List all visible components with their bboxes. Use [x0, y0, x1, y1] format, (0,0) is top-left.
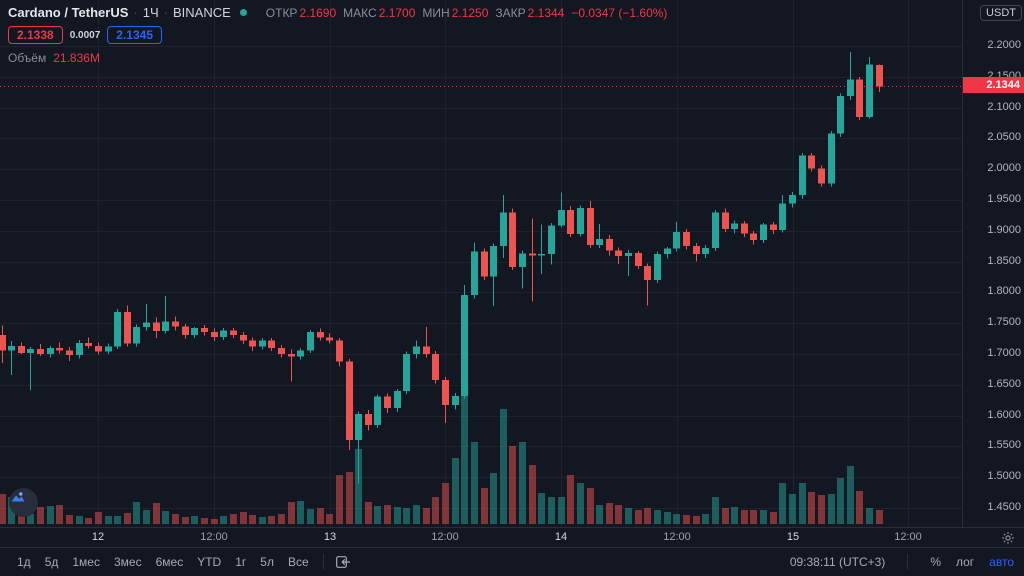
open-value: 2.1690 [299, 5, 337, 20]
grid [0, 0, 962, 527]
range-button-3мес[interactable]: 3мес [113, 555, 142, 569]
price-chart-canvas[interactable] [0, 0, 962, 527]
price-tick: 1.7000 [987, 347, 1021, 359]
range-button-1д[interactable]: 1д [17, 555, 31, 569]
open-label: ОТКР [265, 5, 298, 20]
close-label: ЗАКР [495, 5, 526, 20]
range-button-5л[interactable]: 5л [260, 555, 274, 569]
range-button-1г[interactable]: 1г [235, 555, 247, 569]
price-tick: 2.1000 [987, 100, 1021, 113]
volume-value: 21.836M [53, 51, 100, 65]
time-tick: 12:00 [200, 531, 228, 543]
tradingview-logo[interactable] [9, 488, 38, 517]
price-tick: 2.2000 [987, 39, 1021, 51]
go-to-date-icon[interactable] [331, 554, 355, 570]
range-button-1мес[interactable]: 1мес [72, 555, 100, 569]
log-scale-button[interactable]: лог [955, 555, 975, 569]
last-price-label: 2.1344 [963, 77, 1024, 94]
time-tick: 15 [786, 531, 800, 543]
volume-label: Объём [8, 51, 47, 65]
ohlc-readout: ОТКР 2.1690 МАКС 2.1700 МИН 2.1250 ЗАКР … [259, 6, 668, 20]
range-button-ytd[interactable]: YTD [197, 555, 222, 569]
change-value: −0.0347 (−1.60%) [571, 5, 668, 20]
exchange-label[interactable]: BINANCE [172, 5, 231, 20]
time-tick: 12:00 [894, 531, 922, 543]
price-tick: 1.9000 [987, 223, 1021, 236]
price-tick: 1.5000 [987, 470, 1021, 483]
close-value: 2.1344 [527, 5, 565, 20]
high-value: 2.1700 [378, 5, 416, 20]
time-axis[interactable]: 12 12:00 13 12:00 14 12:00 15 12:00 [0, 527, 1024, 548]
toolbar-divider [907, 554, 909, 570]
clock[interactable]: 09:38:11 (UTC+3) [789, 555, 886, 569]
time-tick: 12:00 [431, 531, 459, 543]
price-tick: 2.0500 [987, 131, 1021, 144]
chart-pane[interactable]: Cardano / TetherUS · 1Ч · BINANCE ОТКР 2… [0, 0, 962, 527]
price-tick: 1.4500 [987, 501, 1021, 513]
toolbar-divider [322, 554, 324, 570]
high-label: МАКС [343, 5, 377, 20]
time-tick: 12:00 [663, 531, 691, 543]
low-label: МИН [422, 5, 450, 20]
percent-scale-button[interactable]: % [930, 555, 941, 569]
price-tick: 1.6000 [987, 408, 1021, 421]
price-tick: 1.6500 [987, 377, 1021, 390]
legend-separator: · [133, 5, 138, 20]
price-tick: 1.7500 [987, 316, 1021, 329]
range-button-все[interactable]: Все [287, 555, 309, 569]
range-button-6мес[interactable]: 6мес [155, 555, 184, 569]
market-status-dot-icon [239, 9, 247, 16]
time-tick: 14 [554, 531, 568, 543]
price-tick: 1.9500 [987, 193, 1021, 205]
price-axis[interactable]: USDT 2.1344 2.2000 2.1500 2.1000 2.0500 2.00… [962, 0, 1024, 527]
volume-series [0, 395, 883, 524]
price-tick: 1.5500 [987, 439, 1021, 452]
symbol-title[interactable]: Cardano / TetherUS [8, 5, 129, 20]
ask-button[interactable]: 2.1345 [107, 26, 162, 44]
spread-value: 0.0007 [69, 29, 101, 41]
bottom-toolbar: 1д 5д 1мес 3мес 6мес YTD 1г 5л Все 09:38:11 (UTC… [0, 547, 1024, 576]
candle-series [0, 52, 883, 484]
low-value: 2.1250 [451, 5, 489, 20]
currency-toggle-button[interactable]: USDT [980, 5, 1022, 21]
price-tick: 1.8500 [987, 254, 1021, 267]
mountain-logo-icon [11, 492, 25, 502]
price-tick: 2.0000 [987, 162, 1021, 175]
time-tick: 12 [91, 531, 105, 543]
price-tick: 1.8000 [987, 285, 1021, 298]
bid-button[interactable]: 2.1338 [8, 26, 63, 44]
legend: Cardano / TetherUS · 1Ч · BINANCE ОТКР 2… [8, 5, 667, 65]
legend-separator: · [163, 5, 168, 20]
axis-settings-gear-icon[interactable] [1001, 531, 1015, 548]
range-buttons: 1д 5д 1мес 3мес 6мес YTD 1г 5л Все [10, 553, 355, 571]
interval-label[interactable]: 1Ч [142, 5, 159, 20]
auto-scale-button[interactable]: авто [989, 555, 1014, 569]
time-tick: 13 [323, 531, 337, 543]
range-button-5д[interactable]: 5д [44, 555, 59, 569]
